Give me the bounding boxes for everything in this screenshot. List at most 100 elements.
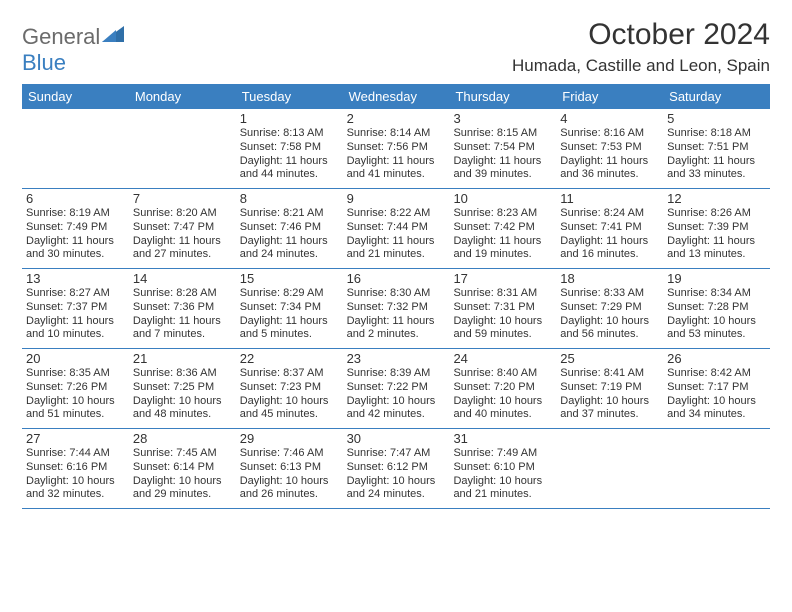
daylight-text: and 21 minutes. <box>453 488 552 502</box>
daylight-text: Daylight: 11 hours <box>560 155 659 169</box>
day-number: 27 <box>26 431 125 446</box>
daylight-text: and 2 minutes. <box>347 328 446 342</box>
week-row: 6Sunrise: 8:19 AMSunset: 7:49 PMDaylight… <box>22 189 770 269</box>
sunrise-text: Sunrise: 8:42 AM <box>667 367 766 381</box>
sunset-text: Sunset: 7:22 PM <box>347 381 446 395</box>
day-number: 28 <box>133 431 232 446</box>
daylight-text: Daylight: 10 hours <box>240 475 339 489</box>
daylight-text: Daylight: 11 hours <box>453 235 552 249</box>
daylight-text: Daylight: 10 hours <box>453 395 552 409</box>
weekday-header: Thursday <box>449 84 556 109</box>
daylight-text: Daylight: 11 hours <box>347 235 446 249</box>
sunset-text: Sunset: 7:17 PM <box>667 381 766 395</box>
daylight-text: Daylight: 10 hours <box>453 315 552 329</box>
day-cell <box>556 429 663 508</box>
sunrise-text: Sunrise: 8:21 AM <box>240 207 339 221</box>
day-number: 26 <box>667 351 766 366</box>
sunrise-text: Sunrise: 8:23 AM <box>453 207 552 221</box>
day-cell: 21Sunrise: 8:36 AMSunset: 7:25 PMDayligh… <box>129 349 236 428</box>
calendar-page: General Blue October 2024 Humada, Castil… <box>0 0 792 509</box>
sunrise-text: Sunrise: 7:46 AM <box>240 447 339 461</box>
sunrise-text: Sunrise: 8:41 AM <box>560 367 659 381</box>
logo: General Blue <box>22 18 126 76</box>
calendar: SundayMondayTuesdayWednesdayThursdayFrid… <box>22 84 770 509</box>
day-cell: 5Sunrise: 8:18 AMSunset: 7:51 PMDaylight… <box>663 109 770 188</box>
day-cell: 7Sunrise: 8:20 AMSunset: 7:47 PMDaylight… <box>129 189 236 268</box>
sunset-text: Sunset: 7:54 PM <box>453 141 552 155</box>
sunrise-text: Sunrise: 7:44 AM <box>26 447 125 461</box>
sunrise-text: Sunrise: 8:33 AM <box>560 287 659 301</box>
sunrise-text: Sunrise: 8:14 AM <box>347 127 446 141</box>
sunset-text: Sunset: 7:42 PM <box>453 221 552 235</box>
day-number: 30 <box>347 431 446 446</box>
sunset-text: Sunset: 7:37 PM <box>26 301 125 315</box>
sunset-text: Sunset: 7:20 PM <box>453 381 552 395</box>
day-cell: 13Sunrise: 8:27 AMSunset: 7:37 PMDayligh… <box>22 269 129 348</box>
sunset-text: Sunset: 7:51 PM <box>667 141 766 155</box>
sunset-text: Sunset: 7:19 PM <box>560 381 659 395</box>
day-number: 17 <box>453 271 552 286</box>
sunset-text: Sunset: 6:16 PM <box>26 461 125 475</box>
location: Humada, Castille and Leon, Spain <box>512 56 770 76</box>
day-cell <box>663 429 770 508</box>
day-number: 16 <box>347 271 446 286</box>
sunset-text: Sunset: 7:29 PM <box>560 301 659 315</box>
daylight-text: Daylight: 10 hours <box>560 315 659 329</box>
sunset-text: Sunset: 7:47 PM <box>133 221 232 235</box>
day-number: 20 <box>26 351 125 366</box>
day-number: 6 <box>26 191 125 206</box>
weekday-header-row: SundayMondayTuesdayWednesdayThursdayFrid… <box>22 84 770 109</box>
week-row: 13Sunrise: 8:27 AMSunset: 7:37 PMDayligh… <box>22 269 770 349</box>
day-cell: 25Sunrise: 8:41 AMSunset: 7:19 PMDayligh… <box>556 349 663 428</box>
daylight-text: Daylight: 10 hours <box>667 395 766 409</box>
sunset-text: Sunset: 7:56 PM <box>347 141 446 155</box>
logo-word2: Blue <box>22 50 66 75</box>
day-number: 2 <box>347 111 446 126</box>
daylight-text: and 40 minutes. <box>453 408 552 422</box>
day-cell: 17Sunrise: 8:31 AMSunset: 7:31 PMDayligh… <box>449 269 556 348</box>
daylight-text: Daylight: 11 hours <box>560 235 659 249</box>
daylight-text: Daylight: 11 hours <box>667 155 766 169</box>
day-cell: 4Sunrise: 8:16 AMSunset: 7:53 PMDaylight… <box>556 109 663 188</box>
day-cell: 2Sunrise: 8:14 AMSunset: 7:56 PMDaylight… <box>343 109 450 188</box>
sunrise-text: Sunrise: 8:27 AM <box>26 287 125 301</box>
day-number: 24 <box>453 351 552 366</box>
day-cell: 28Sunrise: 7:45 AMSunset: 6:14 PMDayligh… <box>129 429 236 508</box>
daylight-text: and 51 minutes. <box>26 408 125 422</box>
daylight-text: Daylight: 10 hours <box>560 395 659 409</box>
sunset-text: Sunset: 7:31 PM <box>453 301 552 315</box>
day-number: 8 <box>240 191 339 206</box>
weekday-header: Saturday <box>663 84 770 109</box>
sunset-text: Sunset: 6:10 PM <box>453 461 552 475</box>
sunset-text: Sunset: 7:49 PM <box>26 221 125 235</box>
daylight-text: Daylight: 11 hours <box>453 155 552 169</box>
daylight-text: and 36 minutes. <box>560 168 659 182</box>
day-number: 25 <box>560 351 659 366</box>
sunset-text: Sunset: 7:58 PM <box>240 141 339 155</box>
daylight-text: and 45 minutes. <box>240 408 339 422</box>
daylight-text: and 56 minutes. <box>560 328 659 342</box>
day-number: 4 <box>560 111 659 126</box>
sunset-text: Sunset: 7:46 PM <box>240 221 339 235</box>
day-cell: 22Sunrise: 8:37 AMSunset: 7:23 PMDayligh… <box>236 349 343 428</box>
sunset-text: Sunset: 7:26 PM <box>26 381 125 395</box>
daylight-text: Daylight: 10 hours <box>667 315 766 329</box>
sunrise-text: Sunrise: 8:20 AM <box>133 207 232 221</box>
daylight-text: Daylight: 10 hours <box>133 475 232 489</box>
day-cell: 18Sunrise: 8:33 AMSunset: 7:29 PMDayligh… <box>556 269 663 348</box>
weeks-container: 1Sunrise: 8:13 AMSunset: 7:58 PMDaylight… <box>22 109 770 509</box>
day-number: 5 <box>667 111 766 126</box>
daylight-text: Daylight: 10 hours <box>133 395 232 409</box>
sunset-text: Sunset: 6:13 PM <box>240 461 339 475</box>
daylight-text: Daylight: 11 hours <box>347 155 446 169</box>
day-number: 12 <box>667 191 766 206</box>
daylight-text: and 30 minutes. <box>26 248 125 262</box>
daylight-text: Daylight: 10 hours <box>26 395 125 409</box>
weekday-header: Friday <box>556 84 663 109</box>
daylight-text: and 44 minutes. <box>240 168 339 182</box>
sunset-text: Sunset: 6:12 PM <box>347 461 446 475</box>
day-cell: 16Sunrise: 8:30 AMSunset: 7:32 PMDayligh… <box>343 269 450 348</box>
day-cell: 12Sunrise: 8:26 AMSunset: 7:39 PMDayligh… <box>663 189 770 268</box>
daylight-text: Daylight: 10 hours <box>347 395 446 409</box>
sunset-text: Sunset: 7:34 PM <box>240 301 339 315</box>
